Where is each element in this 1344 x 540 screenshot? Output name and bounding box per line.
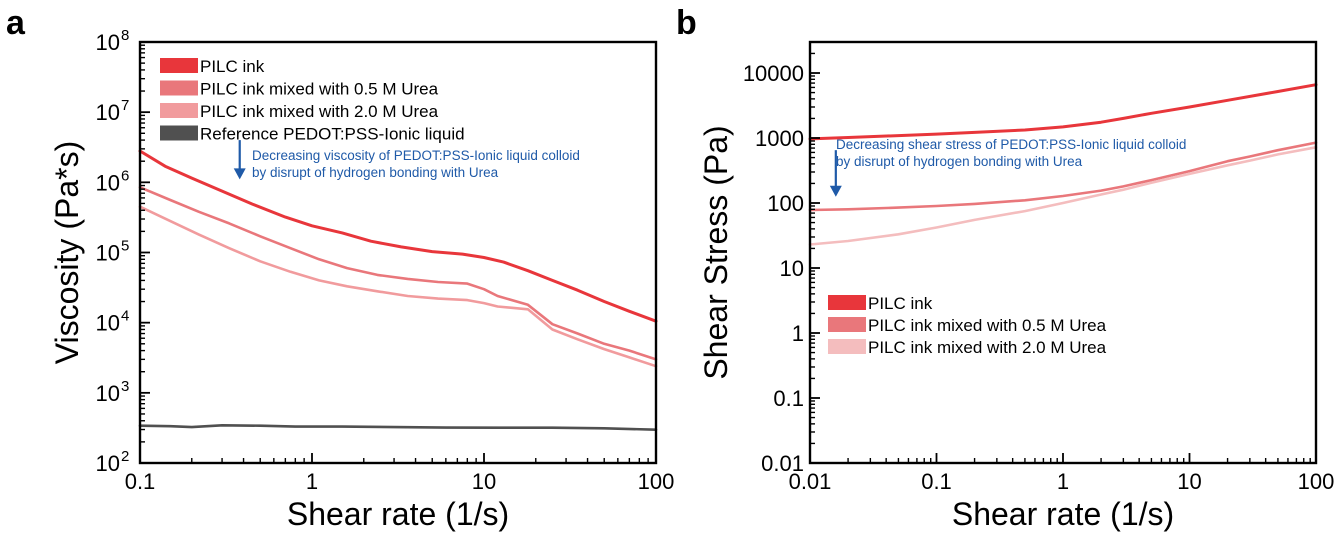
x-tick-label: 1 <box>306 469 318 494</box>
legend-label-0: PILC ink <box>200 57 265 76</box>
y-tick-exponent: 4 <box>121 308 129 325</box>
series-line-0 <box>138 149 658 323</box>
y-tick-label: 10 <box>96 451 120 476</box>
y-tick-exponent: 3 <box>121 378 129 395</box>
shear-stress-chart: 0.01 0.1 1 10 100 0.01 0.1 1 10 100 1000 10000 Shear… <box>698 40 1335 532</box>
series-line-2 <box>808 146 1318 246</box>
x-tick-label: 0.1 <box>921 469 952 494</box>
panel-b-letter: b <box>676 4 697 42</box>
x-tick-label: 0.1 <box>125 469 156 494</box>
legend-label-2: PILC ink mixed with 2.0 M Urea <box>200 102 439 121</box>
series-line-2 <box>138 205 658 368</box>
y-tick-label: 10 <box>96 100 120 125</box>
annotation-text-line: by disrupt of hydrogen bonding with Urea <box>252 165 499 180</box>
y-tick-label: 10 <box>96 311 120 336</box>
legend-label-0: PILC ink <box>868 294 933 313</box>
y-tick-exponent: 6 <box>121 167 129 184</box>
y-tick-label: 0.01 <box>761 451 804 476</box>
y-tick-label: 10 <box>96 381 120 406</box>
x-tick-label: 10 <box>472 469 496 494</box>
y-tick-label: 100 <box>767 191 804 216</box>
panel-a-letter: a <box>6 4 26 42</box>
legend-swatch-1 <box>828 317 866 332</box>
y-tick-label: 0.1 <box>773 386 804 411</box>
y-tick-label: 1000 <box>755 126 804 151</box>
y-tick-label: 1 <box>792 321 804 346</box>
series-line-1 <box>808 141 1318 212</box>
series-line-1 <box>138 186 658 361</box>
y-tick-label: 10 <box>96 241 120 266</box>
y-tick-label: 10 <box>96 30 120 55</box>
plot-frame <box>808 40 1318 465</box>
x-axis-title: Shear rate (1/s) <box>287 496 509 532</box>
y-tick-exponent: 7 <box>121 97 129 114</box>
legend-label-1: PILC ink mixed with 0.5 M Urea <box>868 316 1107 335</box>
annotation-text-line: by disrupt of hydrogen bonding with Urea <box>836 154 1083 169</box>
legend-swatch-3 <box>160 125 198 141</box>
x-axis-title: Shear rate (1/s) <box>952 496 1174 532</box>
x-tick-label: 1 <box>1057 469 1069 494</box>
legend-swatch-0 <box>828 295 866 310</box>
y-axis-title: Viscosity (Pa*s) <box>49 141 85 364</box>
y-tick-exponent: 2 <box>121 448 129 465</box>
x-tick-label: 0.01 <box>789 469 832 494</box>
y-tick-label: 10 <box>780 256 804 281</box>
y-tick-exponent: 5 <box>121 238 129 255</box>
annotation-text-line: Decreasing shear stress of PEDOT:PSS-Ion… <box>836 137 1186 152</box>
annotation-arrow-head <box>829 185 842 197</box>
legend-swatch-1 <box>160 80 198 96</box>
series-line-3 <box>138 423 658 432</box>
legend-swatch-2 <box>828 339 866 354</box>
x-tick-label: 10 <box>1177 469 1201 494</box>
x-tick-label: 100 <box>638 469 675 494</box>
x-tick-label: 100 <box>1298 469 1335 494</box>
y-axis-title: Shear Stress (Pa) <box>698 125 734 379</box>
annotation-text-line: Decreasing viscosity of PEDOT:PSS-Ionic … <box>252 148 580 163</box>
y-tick-label: 10 <box>96 170 120 195</box>
y-tick-exponent: 8 <box>121 27 129 44</box>
legend-label-3: Reference PEDOT:PSS-Ionic liquid <box>200 125 465 144</box>
legend-label-1: PILC ink mixed with 0.5 M Urea <box>200 80 439 99</box>
y-tick-label: 10000 <box>743 61 804 86</box>
legend-swatch-0 <box>160 58 198 73</box>
legend-label-2: PILC ink mixed with 2.0 M Urea <box>868 338 1107 357</box>
annotation-arrow-head <box>233 168 246 180</box>
series-line-0 <box>808 83 1318 141</box>
legend-swatch-2 <box>160 103 198 118</box>
